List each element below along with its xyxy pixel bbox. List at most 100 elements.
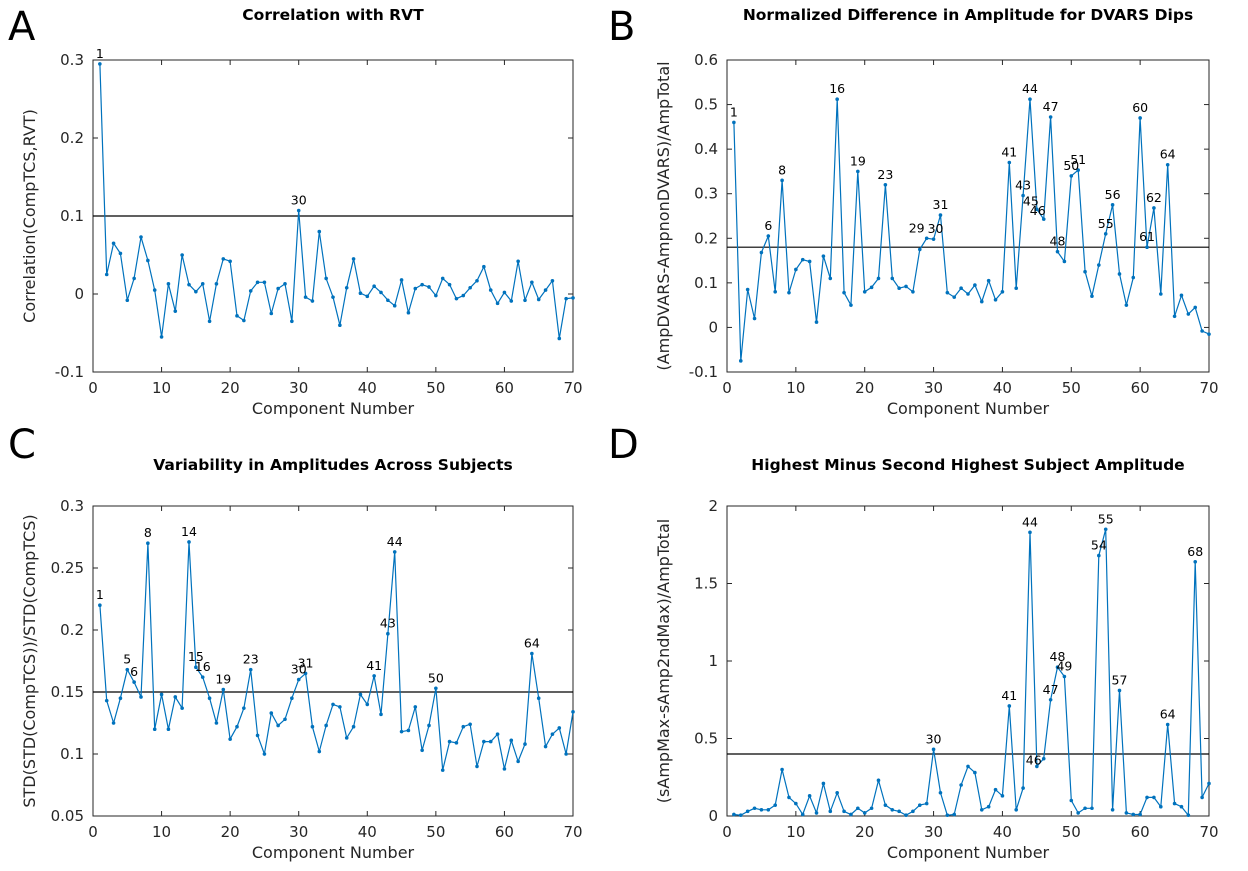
point-annotation: 8 bbox=[778, 162, 786, 177]
chart-title: Normalized Difference in Amplitude for D… bbox=[743, 6, 1193, 24]
data-point bbox=[821, 781, 826, 786]
data-point bbox=[766, 234, 771, 238]
data-point bbox=[200, 675, 205, 679]
y-tick-label: 2 bbox=[708, 497, 718, 515]
x-tick-label: 60 bbox=[1131, 823, 1150, 841]
data-point bbox=[1007, 160, 1012, 165]
data-point bbox=[911, 289, 915, 294]
data-point bbox=[787, 290, 791, 295]
data-point bbox=[166, 727, 171, 731]
data-point bbox=[1145, 795, 1149, 800]
data-point bbox=[1124, 811, 1129, 815]
data-point bbox=[523, 742, 527, 746]
data-point bbox=[468, 722, 472, 727]
data-point bbox=[344, 736, 349, 740]
data-point bbox=[523, 298, 527, 303]
data-point bbox=[310, 724, 315, 729]
y-tick-label: 0.1 bbox=[60, 207, 84, 225]
data-point bbox=[482, 739, 486, 744]
data-point bbox=[146, 541, 150, 545]
data-point bbox=[509, 738, 514, 743]
data-point bbox=[516, 759, 520, 764]
data-point bbox=[1152, 795, 1156, 800]
data-point bbox=[557, 336, 562, 341]
data-point bbox=[1076, 168, 1080, 172]
data-point bbox=[564, 296, 568, 301]
data-point bbox=[159, 692, 164, 697]
y-tick-label: 0.1 bbox=[60, 745, 84, 763]
data-point bbox=[1159, 804, 1163, 809]
point-annotation: 5 bbox=[123, 652, 131, 667]
data-point bbox=[228, 737, 232, 741]
panel-letter: D bbox=[608, 422, 639, 468]
data-point bbox=[924, 801, 929, 806]
data-point bbox=[296, 677, 301, 682]
data-point bbox=[365, 294, 370, 299]
point-annotation: 57 bbox=[1112, 672, 1128, 687]
x-tick-label: 0 bbox=[722, 823, 732, 841]
point-annotation: 55 bbox=[1098, 511, 1114, 526]
data-point bbox=[543, 744, 548, 749]
point-annotation: 1 bbox=[730, 104, 738, 119]
data-point bbox=[1000, 289, 1005, 294]
data-point bbox=[290, 696, 294, 700]
x-axis-label: Component Number bbox=[887, 399, 1050, 418]
data-point bbox=[1007, 704, 1012, 708]
data-point bbox=[780, 178, 784, 183]
data-point bbox=[290, 319, 294, 324]
y-tick-label: 0.2 bbox=[694, 229, 718, 247]
point-annotation: 64 bbox=[1160, 147, 1176, 162]
point-annotation: 49 bbox=[1056, 659, 1072, 674]
data-point bbox=[1172, 314, 1177, 319]
x-tick-label: 40 bbox=[993, 823, 1012, 841]
data-point bbox=[557, 726, 562, 730]
point-annotation: 14 bbox=[181, 524, 197, 539]
data-point bbox=[296, 208, 301, 213]
data-point bbox=[1179, 804, 1184, 809]
data-point bbox=[1090, 806, 1094, 811]
point-annotation: 19 bbox=[850, 153, 866, 168]
x-tick-label: 70 bbox=[563, 823, 582, 841]
data-point bbox=[454, 741, 459, 745]
data-point bbox=[207, 319, 212, 324]
point-annotation: 44 bbox=[1022, 81, 1038, 96]
data-point bbox=[959, 783, 963, 787]
data-point bbox=[194, 289, 198, 294]
data-point bbox=[317, 229, 322, 234]
data-point bbox=[564, 752, 568, 756]
point-annotation: 6 bbox=[764, 218, 772, 233]
x-axis-label: Component Number bbox=[887, 843, 1050, 862]
data-point bbox=[358, 692, 363, 697]
y-tick-label: 0.5 bbox=[694, 96, 718, 114]
data-point bbox=[420, 748, 424, 753]
data-point bbox=[269, 711, 274, 715]
data-point bbox=[516, 259, 520, 264]
x-tick-label: 40 bbox=[358, 823, 377, 841]
y-tick-label: 0.3 bbox=[60, 497, 84, 515]
data-point bbox=[931, 747, 936, 752]
data-point bbox=[351, 257, 356, 261]
data-point bbox=[904, 813, 908, 818]
point-annotation: 46 bbox=[1026, 753, 1042, 768]
data-point bbox=[317, 749, 322, 754]
data-point bbox=[993, 787, 998, 792]
data-point bbox=[461, 724, 466, 729]
chart-title: Highest Minus Second Highest Subject Amp… bbox=[751, 456, 1184, 474]
data-point bbox=[338, 323, 342, 328]
data-point bbox=[207, 696, 212, 700]
point-annotation: 30 bbox=[928, 221, 944, 236]
data-point bbox=[1069, 798, 1074, 803]
point-annotation: 41 bbox=[366, 658, 382, 673]
data-point bbox=[331, 702, 335, 707]
x-tick-label: 60 bbox=[495, 379, 514, 397]
data-point bbox=[966, 764, 970, 769]
data-point bbox=[482, 264, 486, 269]
data-point bbox=[571, 710, 575, 714]
data-point bbox=[180, 706, 184, 710]
data-point bbox=[1200, 329, 1204, 333]
data-point bbox=[379, 290, 383, 295]
data-point bbox=[814, 811, 819, 815]
data-point bbox=[392, 303, 397, 308]
data-point bbox=[372, 674, 376, 678]
data-point bbox=[966, 292, 970, 296]
